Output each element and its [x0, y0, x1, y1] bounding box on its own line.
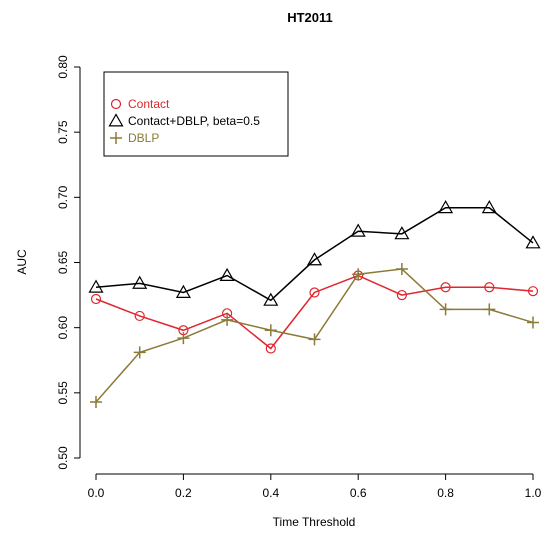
- data-point: [483, 303, 496, 316]
- data-point: [350, 223, 366, 237]
- data-point: [263, 292, 279, 306]
- series-2: [90, 263, 539, 408]
- series-line: [95, 274, 534, 350]
- y-tick-label: 0.50: [56, 446, 70, 470]
- x-tick-label: 0.8: [437, 486, 454, 500]
- data-point: [527, 316, 539, 329]
- data-point: [177, 332, 190, 345]
- data-point: [439, 303, 452, 316]
- data-point: [308, 333, 321, 346]
- series-line: [95, 207, 534, 302]
- x-tick-label: 0.2: [175, 486, 192, 500]
- legend: Contact Contact+DBLP, beta=0.5 DBLP: [103, 71, 289, 157]
- series-1: [88, 200, 541, 306]
- x-tick-label: 0.4: [262, 486, 279, 500]
- data-point: [88, 279, 104, 293]
- legend-item: Contact: [110, 97, 170, 111]
- data-point: [134, 310, 145, 322]
- data-point: [132, 275, 148, 289]
- data-point: [221, 313, 234, 326]
- y-tick-label: 0.60: [56, 316, 70, 340]
- legend-label: Contact: [128, 97, 170, 111]
- legend-marker: [108, 113, 124, 127]
- y-tick-label: 0.75: [56, 120, 70, 144]
- data-point: [352, 268, 365, 281]
- data-point: [306, 252, 323, 266]
- chart-title: HT2011: [287, 10, 333, 25]
- data-point: [395, 263, 408, 276]
- data-point: [527, 286, 539, 297]
- legend-label: DBLP: [128, 131, 159, 145]
- data-point: [484, 282, 495, 293]
- data-point: [525, 235, 541, 249]
- x-axis-title: Time Threshold: [273, 515, 356, 529]
- data-point: [396, 289, 407, 301]
- data-point: [133, 346, 146, 359]
- data-point: [309, 287, 320, 298]
- y-tick-label: 0.80: [56, 55, 70, 79]
- data-point: [481, 200, 497, 214]
- x-tick-label: 0.0: [88, 486, 105, 500]
- y-tick-label: 0.70: [56, 185, 70, 209]
- data-point: [265, 343, 276, 354]
- legend-marker: [110, 98, 122, 110]
- legend-box: [103, 71, 289, 157]
- legend-label: Contact+DBLP, beta=0.5: [128, 114, 260, 128]
- data-point: [264, 324, 277, 337]
- data-point: [394, 226, 410, 240]
- x-tick-label: 0.6: [350, 486, 367, 500]
- series-layer: [88, 200, 541, 408]
- y-axis-title: AUC: [15, 249, 29, 275]
- axes: 0.0 0.2 0.4 0.6 0.8 1.0 0.50 0.55 0.60 0.65 0.70 0.…: [56, 55, 542, 500]
- data-point: [219, 267, 235, 282]
- x-tick-label: 1.0: [525, 486, 542, 500]
- data-point: [175, 284, 191, 298]
- y-tick-label: 0.65: [56, 250, 70, 274]
- legend-item: Contact+DBLP, beta=0.5: [108, 113, 260, 128]
- y-tick-label: 0.55: [56, 381, 70, 405]
- data-point: [90, 395, 102, 408]
- legend-item: DBLP: [110, 131, 159, 145]
- legend-marker: [110, 132, 122, 144]
- data-point: [438, 200, 454, 214]
- data-point: [90, 293, 102, 305]
- data-point: [440, 282, 451, 293]
